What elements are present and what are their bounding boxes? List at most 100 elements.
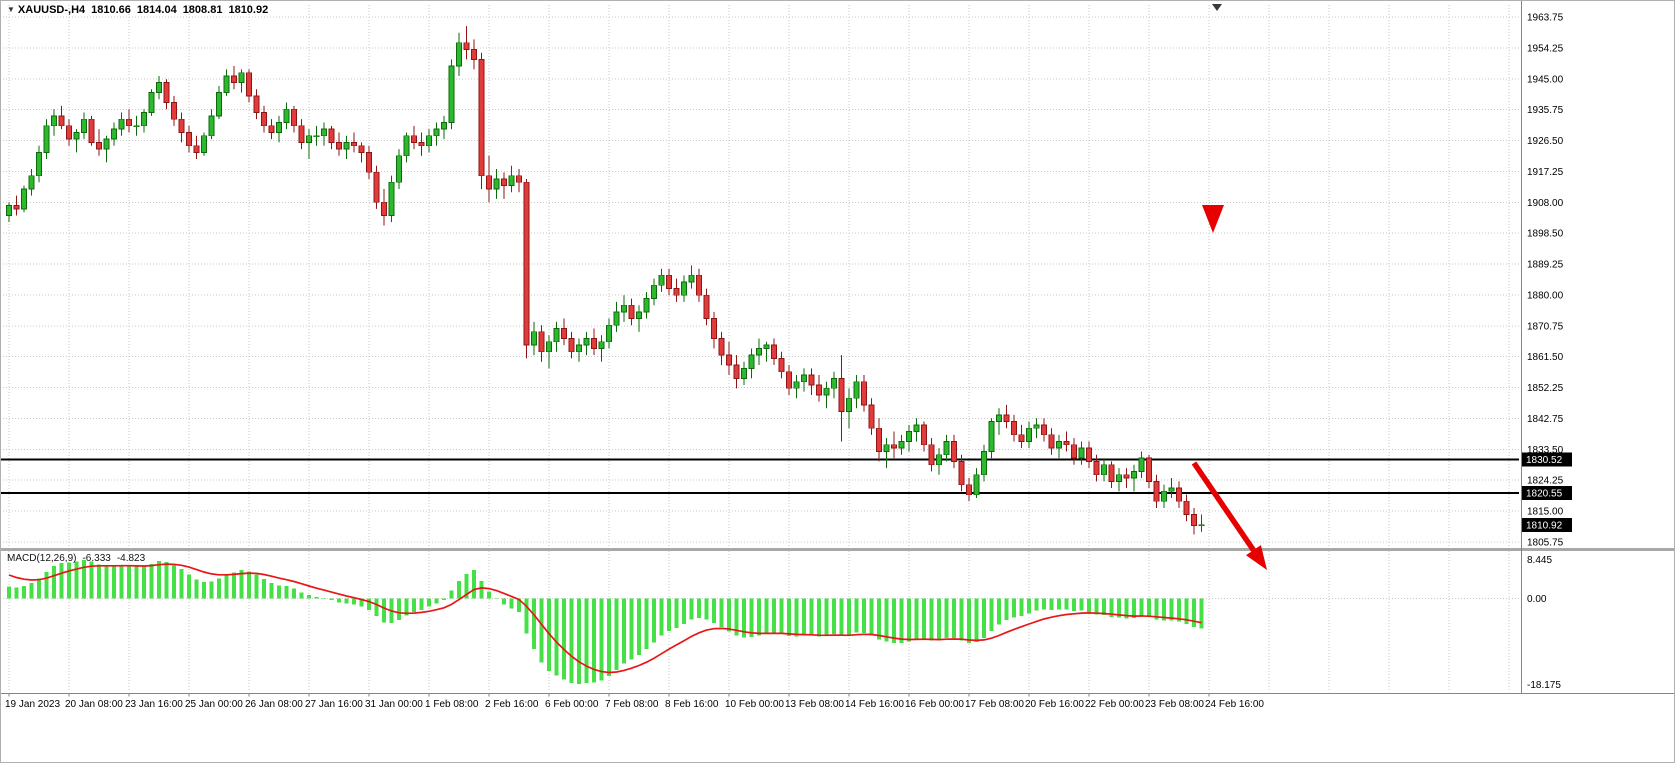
- arrow-diagonal-shaft[interactable]: [1191, 461, 1256, 552]
- candle: [328, 125, 335, 150]
- candle: [651, 278, 657, 306]
- candle: [381, 188, 387, 226]
- svg-text:27 Jan 16:00: 27 Jan 16:00: [305, 699, 363, 710]
- svg-text:1963.75: 1963.75: [1527, 13, 1564, 24]
- candle: [373, 165, 380, 209]
- svg-text:17 Feb 08:00: 17 Feb 08:00: [965, 699, 1024, 710]
- candle: [298, 119, 305, 150]
- macd-indicator-label: MACD(12,26,9) -6.333 -4.823: [7, 553, 145, 564]
- candlestick-series: [6, 26, 1205, 535]
- svg-text:1945.00: 1945.00: [1527, 74, 1564, 85]
- candle: [853, 375, 860, 409]
- arrow-diagonal-head[interactable]: [1246, 545, 1267, 570]
- candle: [21, 185, 27, 213]
- svg-text:1935.75: 1935.75: [1527, 105, 1564, 116]
- candle: [583, 331, 590, 356]
- candle: [921, 421, 927, 452]
- candle: [1161, 484, 1167, 508]
- candle: [771, 338, 777, 366]
- svg-text:-18.175: -18.175: [1527, 680, 1561, 691]
- ohlc-open: 1810.66: [91, 4, 131, 16]
- candle: [133, 115, 140, 136]
- candle: [546, 335, 552, 369]
- candle: [756, 338, 762, 366]
- candle: [1018, 424, 1025, 449]
- candle: [793, 375, 800, 399]
- symbol-marker-icon: ▼: [7, 5, 15, 14]
- candle: [1056, 434, 1062, 459]
- candle: [418, 132, 425, 156]
- candle: [238, 69, 245, 93]
- candle: [1116, 468, 1122, 492]
- candle: [171, 95, 177, 126]
- candle: [28, 169, 35, 196]
- candle: [1146, 454, 1152, 489]
- candle: [703, 288, 710, 326]
- macd-main-value: -6.333: [82, 553, 111, 564]
- candle: [471, 39, 477, 70]
- arrow-down-annotation[interactable]: [1202, 205, 1224, 233]
- candle: [141, 109, 147, 133]
- candle: [553, 321, 560, 352]
- candle: [388, 175, 395, 223]
- candle: [336, 132, 342, 156]
- candle: [1071, 438, 1077, 465]
- candle: [1131, 464, 1137, 492]
- chart-shift-marker-icon[interactable]: [1212, 4, 1222, 11]
- macd-histogram: [7, 559, 1204, 685]
- candle: [861, 375, 867, 412]
- candle: [1183, 494, 1190, 522]
- candle: [598, 335, 605, 362]
- candle: [321, 122, 327, 146]
- candle: [966, 478, 972, 502]
- candle: [433, 122, 440, 146]
- candle: [1168, 478, 1175, 498]
- svg-text:1926.50: 1926.50: [1527, 136, 1564, 147]
- candle: [103, 135, 110, 163]
- grid: [3, 5, 1519, 692]
- svg-text:13 Feb 08:00: 13 Feb 08:00: [785, 699, 844, 710]
- pane-separator[interactable]: [1, 548, 1675, 551]
- candle: [801, 368, 807, 392]
- candle: [696, 268, 702, 302]
- candle: [733, 355, 740, 389]
- price-axis-labels[interactable]: 1963.75 1954.25 1945.00 1935.75 1926.50 1917.…: [1527, 13, 1564, 549]
- svg-text:26 Jan 08:00: 26 Jan 08:00: [245, 699, 303, 710]
- candle: [763, 341, 770, 362]
- time-axis-labels[interactable]: 19 Jan 2023 20 Jan 08:00 23 Jan 16:00 25 Ja…: [5, 693, 1264, 711]
- candle: [118, 112, 125, 136]
- candle: [448, 59, 455, 130]
- candle: [261, 105, 267, 133]
- candle: [1026, 421, 1032, 449]
- candle: [621, 295, 627, 322]
- svg-text:1810.92: 1810.92: [1526, 520, 1563, 531]
- candle: [493, 169, 500, 199]
- candle: [1093, 454, 1100, 482]
- candle: [366, 145, 372, 179]
- candle: [1003, 404, 1010, 429]
- candle: [508, 165, 515, 193]
- candle: [208, 109, 215, 140]
- candle: [1086, 441, 1092, 469]
- candle: [501, 172, 507, 199]
- candle: [1191, 507, 1197, 535]
- candle: [898, 434, 905, 455]
- candle: [958, 454, 965, 492]
- ohlc-low: 1808.81: [182, 4, 223, 16]
- macd-axis-labels[interactable]: 8.445 0.00 -18.175: [1527, 555, 1561, 691]
- annotations[interactable]: [1191, 205, 1267, 570]
- candle: [531, 321, 537, 356]
- svg-text:31 Jan 00:00: 31 Jan 00:00: [365, 699, 423, 710]
- candle: [426, 129, 432, 153]
- candle: [156, 75, 162, 100]
- candle: [1153, 474, 1160, 508]
- svg-text:1898.50: 1898.50: [1527, 229, 1564, 240]
- svg-text:16 Feb 00:00: 16 Feb 00:00: [905, 699, 964, 710]
- svg-text:1861.50: 1861.50: [1527, 352, 1564, 363]
- candle: [88, 115, 95, 146]
- svg-text:1830.52: 1830.52: [1526, 455, 1563, 466]
- svg-text:24 Feb 16:00: 24 Feb 16:00: [1205, 699, 1264, 710]
- axes[interactable]: [1, 1, 1675, 694]
